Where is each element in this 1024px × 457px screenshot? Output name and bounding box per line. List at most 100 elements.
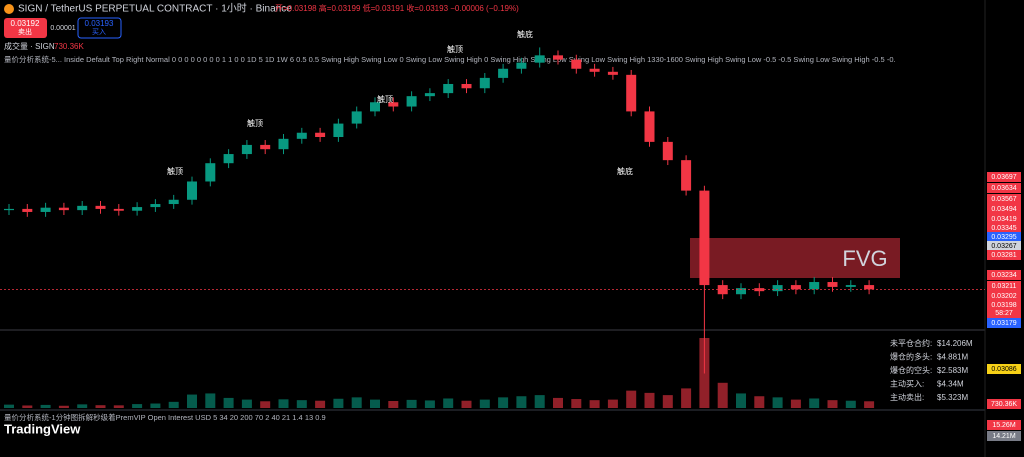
volume-bar (132, 404, 143, 408)
volume-bar (113, 405, 124, 408)
candle-body (498, 68, 509, 78)
candle-body (168, 199, 179, 205)
price-tag-bg (987, 223, 1021, 233)
candle-body (809, 282, 820, 290)
buy-price: 0.03193 (85, 19, 114, 28)
fvg-label: FVG (842, 246, 887, 271)
price-tag: 0.03179 (991, 320, 1016, 327)
candle-body (424, 93, 435, 97)
volume-bar (644, 392, 655, 408)
candle-body (681, 160, 692, 191)
candle-body (534, 55, 545, 63)
info-label: 未平仓合约: (890, 338, 932, 348)
candle-body (443, 83, 454, 94)
price-tag-bg (987, 364, 1021, 374)
candle-body (644, 111, 655, 142)
price-tag-bg (987, 172, 1021, 182)
info-value: $14.206M (937, 339, 973, 348)
brand: TradingView (4, 421, 81, 436)
volume-bar (736, 393, 746, 408)
candle-body (516, 62, 527, 69)
volume-bar (571, 399, 582, 408)
info-box (885, 336, 983, 408)
volume-bar (534, 395, 545, 408)
volume-bar (589, 400, 600, 408)
title: SIGN / TetherUS PERPETUAL CONTRACT · 1小时… (18, 3, 292, 15)
candle-body (241, 144, 252, 155)
volume-bar (241, 399, 252, 408)
price-tag-bg (987, 291, 1021, 301)
price-tag-bg (987, 204, 1021, 214)
candle-body (461, 83, 472, 89)
candle-body (845, 285, 856, 287)
price-tag-bg (987, 281, 1021, 291)
price-tag-bg (987, 232, 1021, 242)
price-tag: 0.03697 (991, 174, 1016, 181)
price-tag: 0.03345 (991, 225, 1016, 232)
candle-body (351, 111, 362, 124)
candle-body (553, 55, 563, 60)
fvg-zone (690, 238, 900, 278)
annotation: 触底 (617, 166, 633, 176)
symbol-icon (4, 4, 14, 14)
volume-bar (864, 401, 875, 408)
candle-body (607, 71, 618, 75)
volume-bar (626, 390, 637, 408)
volume-bar (22, 405, 33, 408)
volume-bar (388, 401, 399, 408)
candle-body (827, 282, 838, 287)
volume-legend: 成交量 · SIGN (4, 41, 55, 51)
price-tag: 0.03295 (991, 234, 1016, 241)
info-value: $4.34M (937, 380, 964, 389)
volume-bar (443, 398, 454, 408)
volume-bar (717, 382, 728, 408)
volume-bar (168, 401, 179, 408)
oi-tag: 14.21M (992, 433, 1016, 440)
price-tag-bg (987, 300, 1021, 310)
volume-bar (150, 403, 161, 408)
candle-body (205, 163, 216, 182)
candle-body (736, 288, 746, 295)
volume-bar (479, 399, 490, 408)
price-tag: 0.03281 (991, 252, 1016, 259)
candle-body (187, 181, 197, 200)
volume-bar (699, 338, 710, 408)
indicator-text: 量价分析系统-5... Inside Default Top Right Nor… (4, 54, 896, 64)
oi-tag: 15.26M (992, 422, 1016, 429)
candle-body (315, 132, 326, 137)
sell-button[interactable] (4, 18, 47, 38)
oi-tag-bg (987, 431, 1021, 441)
info-label: 爆仓的多头: (890, 352, 932, 362)
volume-bar (77, 404, 88, 408)
annotation: 触顶 (377, 94, 393, 104)
price-tag: 0.03419 (991, 216, 1016, 223)
oi-tag-bg (987, 420, 1021, 430)
volume-bar (223, 397, 234, 408)
candle-body (388, 102, 399, 107)
annotation: 触底 (517, 29, 533, 39)
ohlc: 开=0.03198 高=0.03199 低=0.03191 收=0.03193 … (275, 3, 519, 13)
candle-body (790, 285, 801, 290)
price-tag: 0.03634 (991, 185, 1016, 192)
candle-body (333, 123, 344, 137)
price-tag-bg (987, 214, 1021, 224)
price-tag-bg (987, 318, 1021, 328)
candle-body (260, 144, 271, 150)
candle-body (223, 154, 234, 164)
annotation: 触顶 (247, 118, 263, 128)
volume-bar (40, 404, 51, 408)
buy-button[interactable] (77, 17, 122, 39)
candle-body (77, 205, 88, 211)
candle-body (479, 77, 490, 89)
volume-bar (406, 399, 417, 408)
info-value: $2.583M (937, 366, 968, 375)
candle-body (40, 207, 51, 212)
candle-body (58, 207, 69, 211)
volume-bar (845, 400, 856, 408)
price-tag-bg (987, 241, 1021, 251)
volume-legend-value: 730.36K (54, 42, 84, 51)
volume-bar (772, 397, 783, 408)
price-tag: 0.03211 (992, 283, 1017, 290)
candle-body (589, 68, 600, 72)
